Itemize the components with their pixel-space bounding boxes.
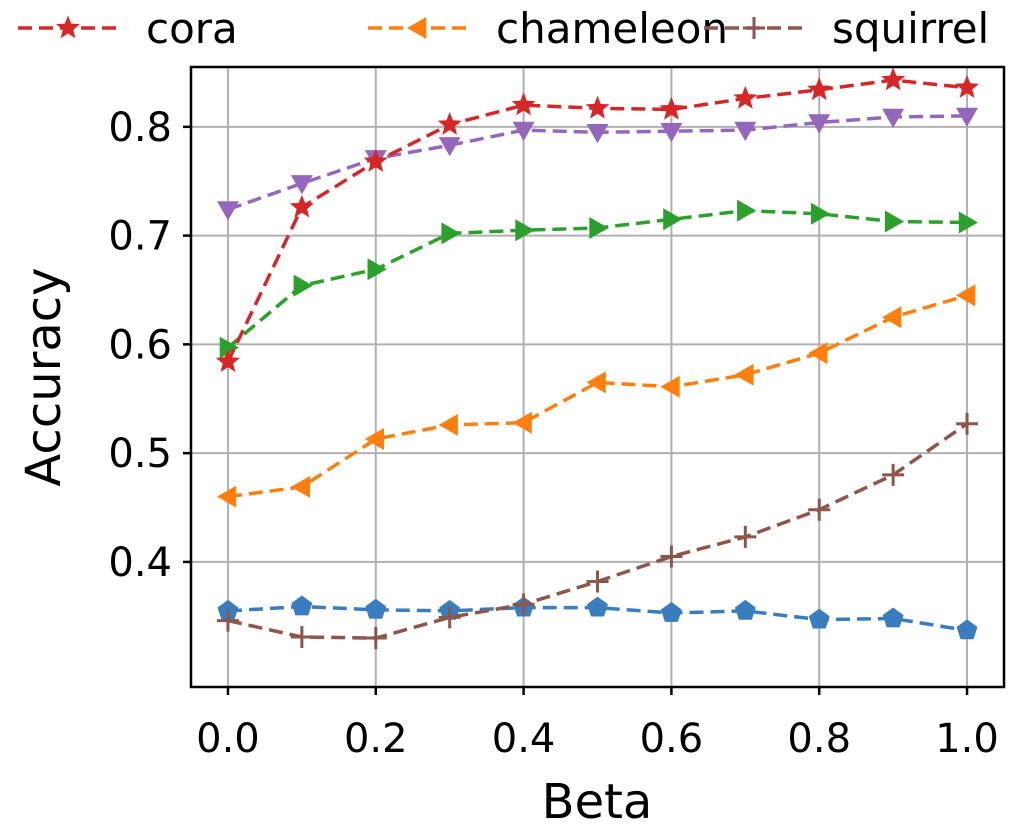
- legend-marker: [407, 17, 427, 39]
- data-point-series-5: [515, 219, 535, 242]
- data-point-series-4: [217, 201, 239, 221]
- data-point-series-5: [811, 202, 831, 225]
- data-point-chameleon: [882, 306, 902, 329]
- data-point-squirrel: [660, 545, 683, 568]
- legend-label: cora: [146, 4, 238, 53]
- data-point-series-6: [291, 595, 313, 616]
- data-point-series-4: [438, 137, 461, 157]
- data-point-series-6: [660, 602, 682, 622]
- data-point-squirrel: [512, 593, 535, 616]
- data-point-series-6: [956, 619, 978, 640]
- data-point-cora: [955, 75, 980, 98]
- data-point-series-5: [663, 208, 683, 231]
- data-point-series-5: [737, 199, 757, 222]
- x-tick-label: 0.4: [492, 716, 556, 762]
- legend-marker: [743, 17, 765, 39]
- data-point-series-5: [219, 336, 239, 359]
- data-point-squirrel: [364, 627, 387, 650]
- data-point-chameleon: [660, 375, 680, 398]
- data-point-series-4: [808, 114, 831, 134]
- data-point-chameleon: [586, 371, 606, 394]
- data-point-chameleon: [438, 413, 458, 436]
- data-point-series-4: [660, 122, 683, 143]
- series-line-chameleon: [227, 293, 968, 499]
- series-line-cora: [226, 78, 968, 363]
- data-point-series-5: [293, 274, 313, 297]
- data-point-cora: [585, 95, 610, 119]
- data-point-cora: [289, 194, 314, 218]
- data-point-series-4: [586, 124, 609, 144]
- series-series-4: [217, 107, 978, 221]
- data-point-squirrel: [586, 570, 609, 593]
- data-point-series-5: [441, 222, 461, 245]
- x-tick-label: 0.0: [196, 716, 260, 762]
- data-point-series-4: [734, 121, 757, 142]
- grid: [191, 67, 1004, 687]
- data-point-chameleon: [956, 284, 976, 307]
- data-point-series-5: [367, 258, 387, 281]
- data-point-squirrel: [882, 463, 905, 486]
- data-point-series-6: [734, 599, 756, 620]
- data-point-series-4: [512, 121, 535, 142]
- data-point-squirrel: [290, 625, 313, 648]
- legend-item-chameleon: chameleon: [368, 4, 728, 53]
- ticks: 0.0 0.2 0.4 0.6 0.8 1.0 0.4 0.5 0.6 0.7 0.8: [108, 105, 998, 762]
- data-point-series-6: [587, 596, 608, 617]
- data-point-cora: [881, 67, 906, 91]
- legend-item-squirrel: squirrel: [704, 4, 989, 53]
- x-tick-label: 0.8: [787, 716, 851, 762]
- data-point-cora: [511, 92, 536, 116]
- plot-frame: [189, 65, 1006, 689]
- data-point-cora: [733, 85, 758, 109]
- series-squirrel: [216, 412, 979, 650]
- x-tick-label: 0.6: [640, 716, 704, 762]
- data-point-series-5: [884, 210, 905, 233]
- series-chameleon: [217, 284, 976, 508]
- data-point-chameleon: [217, 485, 237, 508]
- y-axis-label: Accuracy: [16, 267, 72, 486]
- data-point-series-4: [290, 175, 313, 195]
- data-point-chameleon: [808, 342, 828, 365]
- y-tick-label: 0.4: [108, 540, 172, 586]
- x-axis-label: Beta: [542, 774, 653, 830]
- data-point-squirrel: [438, 606, 461, 629]
- data-point-squirrel: [216, 609, 239, 632]
- data-point-chameleon: [364, 428, 384, 450]
- data-point-series-5: [958, 211, 978, 234]
- series-series-5: [219, 199, 978, 359]
- data-point-chameleon: [734, 363, 754, 386]
- data-point-chameleon: [512, 411, 532, 434]
- x-tick-label: 1.0: [935, 716, 999, 762]
- data-point-series-4: [882, 108, 905, 128]
- data-point-series-5: [589, 217, 609, 239]
- legend-marker: [56, 15, 80, 39]
- x-tick-label: 0.2: [344, 716, 408, 762]
- data-point-series-6: [365, 598, 387, 619]
- y-tick-label: 0.6: [108, 322, 172, 368]
- data-point-chameleon: [290, 475, 311, 498]
- series-layer: [215, 67, 980, 650]
- data-point-cora: [437, 112, 462, 135]
- data-point-cora: [215, 349, 240, 372]
- data-point-cora: [659, 96, 684, 120]
- series-cora: [215, 67, 980, 372]
- legend-label: chameleon: [496, 4, 728, 53]
- data-point-series-4: [956, 107, 978, 127]
- data-point-series-6: [882, 607, 904, 628]
- y-tick-label: 0.5: [108, 431, 172, 477]
- data-point-cora: [807, 77, 832, 101]
- y-tick-label: 0.7: [108, 214, 172, 260]
- legend: cora chameleon squirrel: [18, 4, 989, 53]
- data-point-cora: [363, 149, 388, 172]
- series-series-6: [217, 595, 978, 640]
- data-point-series-6: [808, 608, 830, 629]
- legend-item-cora: cora: [18, 4, 238, 53]
- data-point-squirrel: [734, 525, 757, 548]
- y-tick-label: 0.8: [108, 105, 172, 151]
- legend-label: squirrel: [832, 4, 989, 53]
- data-point-squirrel: [956, 412, 979, 435]
- data-point-squirrel: [808, 498, 831, 521]
